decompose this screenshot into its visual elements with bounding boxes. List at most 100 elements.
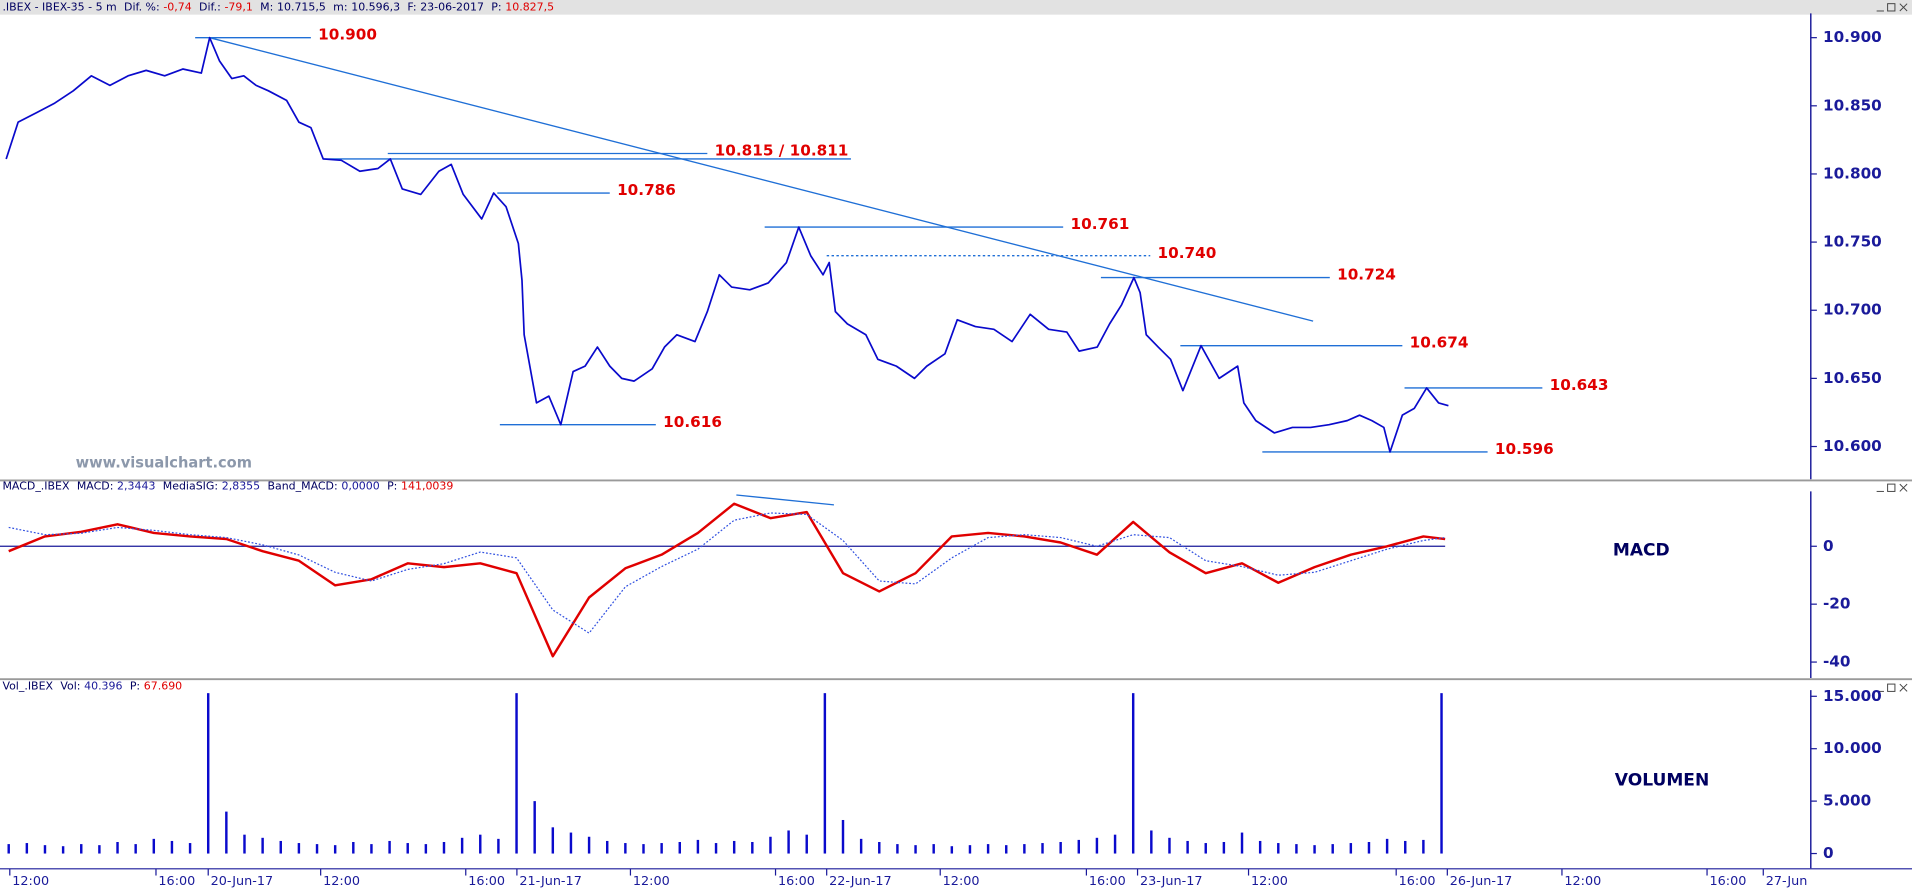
bar <box>7 844 10 854</box>
level-label: 10.786 <box>617 181 676 199</box>
level-label: 10.761 <box>1071 215 1130 233</box>
level-label: 10.643 <box>1550 376 1609 394</box>
bar <box>1186 840 1189 854</box>
bar <box>225 811 228 854</box>
maximize-button[interactable] <box>1887 483 1896 492</box>
close-button[interactable] <box>1899 683 1908 692</box>
bar <box>406 843 409 854</box>
header-field-value: 0,0000 <box>341 480 379 493</box>
y-tick-label: -40 <box>1823 653 1851 671</box>
bar <box>134 844 137 854</box>
bar <box>569 832 573 854</box>
bar <box>206 693 210 854</box>
bar <box>914 845 917 854</box>
x-tick-label: 16:00 <box>1089 874 1126 889</box>
bar <box>986 844 990 854</box>
header-field-value: 10.715,5 <box>277 0 326 13</box>
y-tick-label: 15.000 <box>1823 687 1882 705</box>
bar <box>678 842 681 854</box>
panel-header: MACD_.IBEX MACD: 2,3443 MediaSIG: 2,8355 Band… <box>2 480 453 493</box>
close-button[interactable] <box>1899 3 1908 12</box>
header-field-name: M: <box>260 0 273 13</box>
bar <box>878 842 881 854</box>
level-label: 10.596 <box>1495 440 1554 458</box>
window-buttons[interactable] <box>1876 483 1908 492</box>
bar <box>61 846 65 854</box>
bar <box>1131 693 1135 854</box>
panel-header: Vol_.IBEX Vol: 40.396 P: 67.690 <box>2 680 182 693</box>
bar <box>297 843 301 854</box>
y-tick-label: 10.700 <box>1823 301 1882 319</box>
maximize-button[interactable] <box>1887 3 1896 12</box>
bar <box>1023 844 1026 854</box>
bar <box>859 838 863 854</box>
x-tick-label: 16:00 <box>778 874 815 889</box>
window-buttons[interactable] <box>1876 683 1908 692</box>
header-field-name: Band_MACD: <box>267 480 337 493</box>
close-button[interactable] <box>1899 483 1908 492</box>
header-field-value: -0,74 <box>163 0 191 13</box>
x-tick-label: 12:00 <box>943 874 980 889</box>
level-label: 10.740 <box>1158 244 1217 262</box>
bar <box>188 843 192 854</box>
bar <box>1331 844 1334 854</box>
bar <box>1113 834 1117 854</box>
panel-label: VOLUMEN <box>1615 770 1709 790</box>
bar <box>1404 840 1407 854</box>
header-title: .IBEX - IBEX-35 - 5 m <box>2 0 116 13</box>
x-tick-label: 20-Jun-17 <box>211 874 274 889</box>
level-label: 10.616 <box>663 413 722 431</box>
maximize-button[interactable] <box>1887 683 1896 692</box>
bar <box>841 819 845 854</box>
y-tick-label: 10.750 <box>1823 233 1882 251</box>
level-label: 10.724 <box>1337 266 1396 284</box>
header-field-name: MACD: <box>77 480 114 493</box>
bar <box>1258 840 1262 854</box>
header-field-name: P: <box>491 0 501 13</box>
bar <box>1150 830 1153 854</box>
header-field-value: 40.396 <box>84 680 122 693</box>
bar <box>1059 842 1062 854</box>
bar <box>279 840 282 854</box>
bar <box>696 839 700 854</box>
header-field-name: m: <box>333 0 347 13</box>
header-field-value: 10.596,3 <box>351 0 400 13</box>
x-tick-label: 16:00 <box>1709 874 1746 889</box>
panel-label: MACD <box>1613 541 1670 561</box>
header-field-value: 67.690 <box>144 680 182 693</box>
bar <box>243 834 246 854</box>
bar <box>642 844 645 854</box>
bar <box>1295 844 1298 854</box>
bar <box>80 844 83 854</box>
bar <box>1313 845 1316 854</box>
header-field-value: 10.827,5 <box>505 0 554 13</box>
trend-line <box>209 37 1314 322</box>
x-tick-label: 12:00 <box>1564 874 1601 889</box>
x-tick-label: 12:00 <box>633 874 670 889</box>
bar <box>1240 832 1244 854</box>
bar <box>896 844 899 854</box>
bar <box>1440 693 1443 854</box>
bar <box>1349 843 1353 854</box>
header-title: MACD_.IBEX <box>2 480 70 493</box>
bar <box>968 845 972 854</box>
y-tick-label: 10.900 <box>1823 28 1882 46</box>
series-line <box>5 36 1449 453</box>
bar <box>479 834 482 854</box>
bar <box>460 837 464 854</box>
header-field-name: Vol: <box>60 680 80 693</box>
bar <box>1385 838 1389 854</box>
watermark: www.visualchart.com <box>76 454 252 471</box>
x-tick-label: 22-Jun-17 <box>829 874 892 889</box>
bar <box>932 844 935 854</box>
header-field-name: P: <box>130 680 140 693</box>
x-tick-label: 27-Jun <box>1766 874 1808 889</box>
bar <box>261 837 264 854</box>
x-tick-label: 16:00 <box>468 874 505 889</box>
window-buttons[interactable] <box>1876 3 1908 12</box>
title-bar <box>0 0 1912 15</box>
bar <box>424 844 428 854</box>
x-tick-label: 16:00 <box>158 874 195 889</box>
x-tick-label: 21-Jun-17 <box>519 874 582 889</box>
